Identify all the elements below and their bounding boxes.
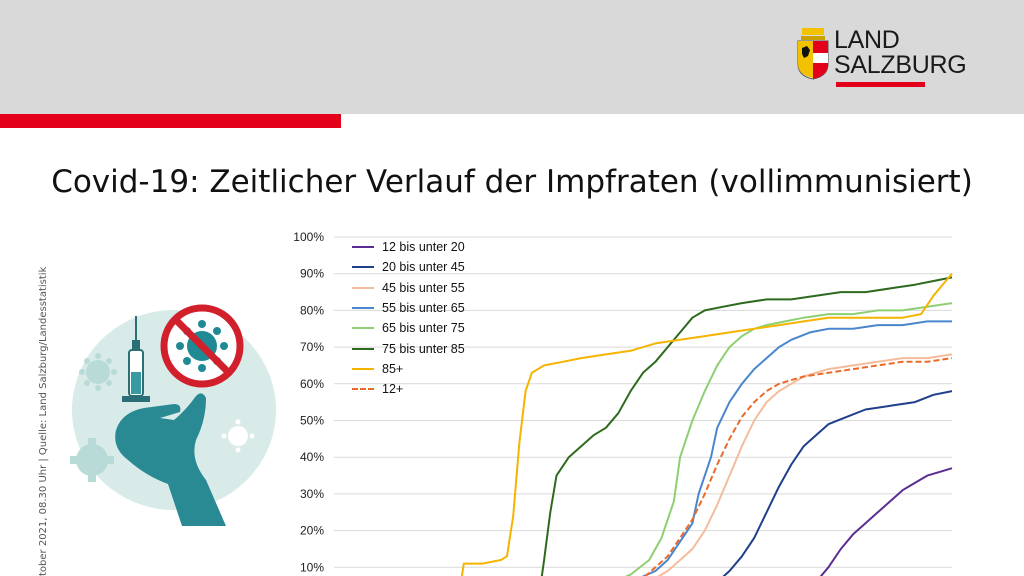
series-line-7 <box>644 357 953 576</box>
accent-bar <box>0 114 341 128</box>
legend-swatch <box>352 388 374 391</box>
series-line-3 <box>641 320 952 576</box>
header-band <box>0 0 1024 114</box>
legend-label: 20 bis unter 45 <box>382 260 465 275</box>
series-line-4 <box>624 302 953 576</box>
y-tick-label: 10% <box>300 560 324 574</box>
land-salzburg-logo[interactable]: LAND SALZBURG <box>796 26 976 90</box>
syringe-icon <box>122 316 150 402</box>
legend-swatch <box>352 246 374 249</box>
legend-swatch <box>352 307 374 310</box>
hand-icon <box>115 393 226 526</box>
y-tick-label: 20% <box>300 524 324 538</box>
y-tick-label: 80% <box>300 303 324 317</box>
gear-virus-icon <box>70 438 114 482</box>
legend-item: 20 bis unter 45 <box>352 257 465 277</box>
legend-item: 55 bis unter 65 <box>352 298 465 318</box>
series-line-2 <box>657 353 953 576</box>
y-tick-label: 50% <box>300 414 324 428</box>
y-tick-label: 90% <box>300 267 324 281</box>
legend-item: 45 bis unter 55 <box>352 278 465 298</box>
legend-swatch <box>352 286 374 289</box>
logo-line2: SALZBURG <box>834 51 967 79</box>
legend-item: 75 bis unter 85 <box>352 338 465 358</box>
legend-label: 45 bis unter 55 <box>382 280 465 295</box>
coat-of-arms-icon <box>797 28 829 80</box>
legend-swatch <box>352 327 374 330</box>
vaccination-illustration <box>70 304 276 526</box>
legend-label: 12+ <box>382 382 404 397</box>
legend-label: 12 bis unter 20 <box>382 240 465 255</box>
legend-label: 55 bis unter 65 <box>382 301 465 316</box>
virus-icon <box>221 419 255 453</box>
series-line-0 <box>819 467 953 576</box>
legend-swatch <box>352 266 374 269</box>
y-tick-label: 60% <box>300 377 324 391</box>
legend-item: 12 bis unter 20 <box>352 237 465 257</box>
y-tick-label: 70% <box>300 340 324 354</box>
y-tick-label: 100% <box>293 230 324 244</box>
y-tick-label: 40% <box>300 450 324 464</box>
legend-item: 12+ <box>352 379 465 399</box>
legend-item: 65 bis unter 75 <box>352 318 465 338</box>
page-title: Covid-19: Zeitlicher Verlauf der Impfrat… <box>51 164 973 200</box>
legend-swatch <box>352 367 374 370</box>
logo-underline <box>836 82 925 87</box>
legend-label: 75 bis unter 85 <box>382 341 465 356</box>
legend-item: 85+ <box>352 359 465 379</box>
legend-label: 85+ <box>382 361 404 376</box>
logo-wordmark: LAND SALZBURG <box>834 26 967 79</box>
logo-line1: LAND <box>834 26 900 54</box>
series-line-5 <box>540 276 953 576</box>
chart-legend: 12 bis unter 20 20 bis unter 45 45 bis unt… <box>352 237 465 399</box>
legend-swatch <box>352 347 374 350</box>
y-tick-label: 30% <box>300 487 324 501</box>
series-line-6 <box>460 273 953 576</box>
legend-label: 65 bis unter 75 <box>382 321 465 336</box>
virus-icon <box>79 353 117 391</box>
series-line-1 <box>722 390 953 576</box>
no-virus-icon <box>160 304 244 388</box>
